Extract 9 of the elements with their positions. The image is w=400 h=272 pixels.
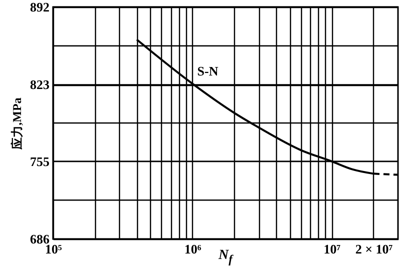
y-tick-label: 892 [30,0,50,14]
y-axis-title: 应力,MPa [10,98,24,150]
series-label: S-N [197,64,219,79]
y-tick-label: 755 [30,154,50,169]
x-tick-label: 2 × 10⁷ [355,242,393,256]
x-axis-title: N$_{f}$ [218,248,232,266]
x-tick-label: 10⁶ [184,242,202,256]
y-tick-label: 823 [30,77,50,92]
x-tick-label: 10⁷ [324,242,341,256]
